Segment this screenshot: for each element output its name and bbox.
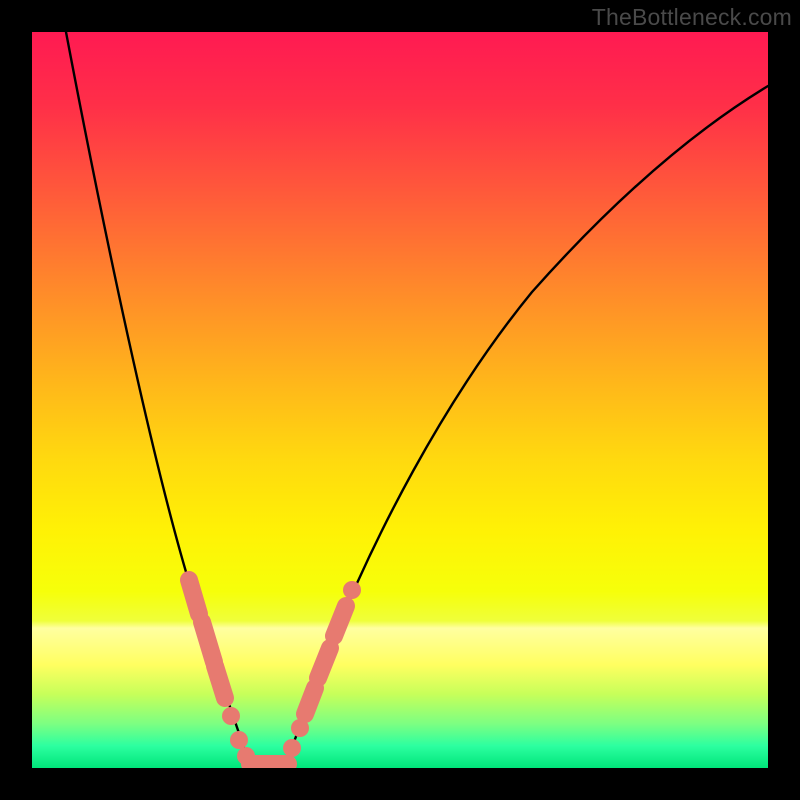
marker-dot (343, 581, 361, 599)
marker-dot (230, 731, 248, 749)
marker-dot (283, 739, 301, 757)
marker-capsule (189, 580, 199, 614)
curve-right (284, 86, 768, 768)
marker-capsule (202, 622, 214, 662)
marker-capsule (318, 648, 330, 678)
marker-dot (222, 707, 240, 725)
marker-capsule (305, 688, 315, 714)
curve-left (66, 32, 252, 768)
marker-capsule (215, 666, 225, 698)
marker-capsule (334, 606, 346, 636)
watermark-text: TheBottleneck.com (592, 4, 792, 31)
plot-area (32, 32, 768, 768)
curve-layer (32, 32, 768, 768)
